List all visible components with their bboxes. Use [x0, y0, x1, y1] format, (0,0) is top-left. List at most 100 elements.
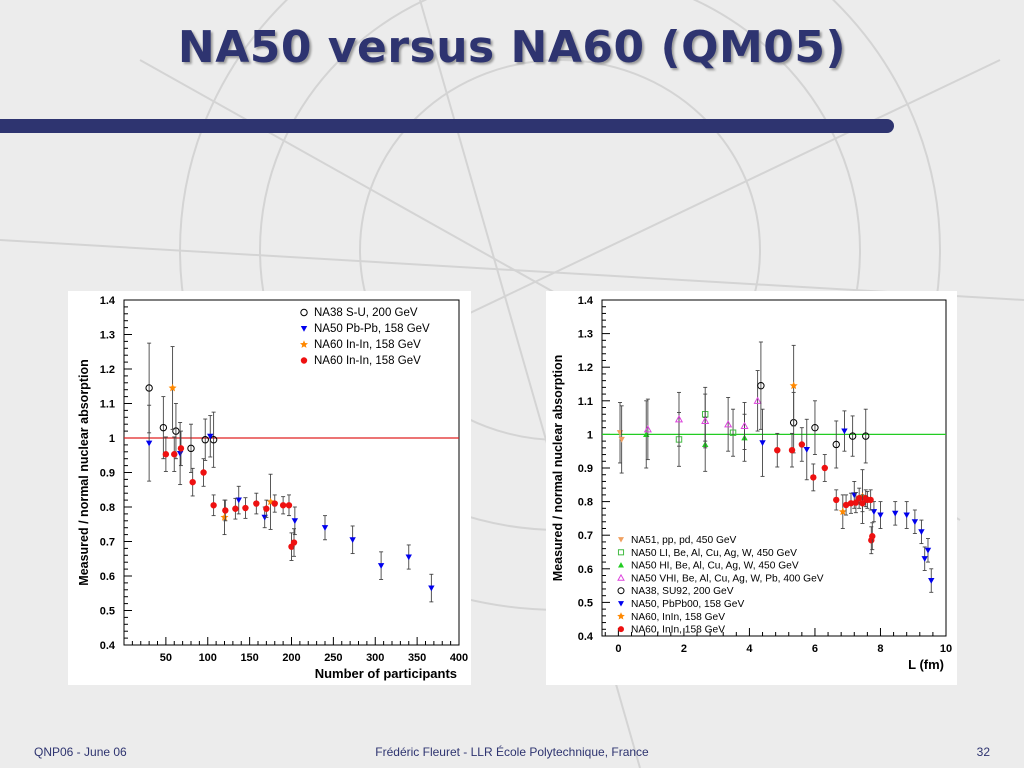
series-group — [643, 370, 762, 461]
y-tick-label: 1.3 — [100, 330, 115, 342]
data-point — [222, 507, 229, 514]
data-point — [145, 384, 153, 392]
data-point — [232, 505, 239, 512]
data-point — [210, 502, 217, 509]
data-point — [753, 396, 762, 404]
y-tick-label: 0.5 — [578, 597, 593, 609]
data-point — [674, 415, 684, 423]
x-tick-label: 0 — [615, 643, 621, 655]
data-point — [921, 556, 928, 562]
data-point — [924, 547, 932, 554]
x-tick-label: 6 — [812, 643, 818, 655]
x-tick-label: 100 — [199, 652, 217, 664]
data-point — [729, 429, 737, 436]
data-point — [162, 451, 170, 458]
data-point — [253, 500, 260, 507]
data-point — [171, 451, 178, 458]
legend-label: NA38 S-U, 200 GeV — [314, 307, 418, 319]
legend-marker — [617, 549, 625, 556]
legend-label: NA60 In-In, 158 GeV — [314, 339, 421, 351]
data-point — [618, 436, 625, 443]
x-tick-label: 200 — [282, 652, 300, 664]
data-point — [220, 513, 229, 521]
x-tick-label: 2 — [681, 643, 687, 655]
y-tick-label: 1.1 — [100, 399, 115, 411]
data-point — [428, 585, 435, 592]
legend-label: NA60, InIn, 158 GeV — [631, 612, 725, 623]
data-point — [798, 441, 806, 448]
y-tick-label: 0.4 — [100, 640, 116, 652]
y-tick-label: 1.2 — [578, 362, 593, 374]
data-point — [870, 509, 878, 515]
legend-marker — [618, 626, 624, 633]
x-axis-title: L (fm) — [908, 657, 944, 672]
legend-label: NA50 LI, Be, Al, Cu, Ag, W, 450 GeV — [631, 548, 797, 559]
y-tick-label: 0.8 — [100, 502, 115, 514]
y-tick-label: 1 — [587, 429, 593, 441]
y-axis-title: Measured / normal nuclear absorption — [551, 355, 565, 581]
data-point — [838, 507, 847, 516]
legend-marker — [618, 562, 624, 568]
data-point — [177, 445, 185, 452]
data-point — [757, 381, 765, 390]
data-point — [803, 446, 810, 453]
x-tick-label: 50 — [160, 652, 172, 664]
footer-author: Frédéric Fleuret - LLR École Polytechniq… — [375, 745, 649, 759]
data-point — [869, 533, 876, 540]
series-group — [759, 408, 935, 593]
data-point — [848, 432, 857, 440]
legend-marker — [617, 587, 625, 595]
slide-title: NA50 versus NA60 (QM05) — [177, 22, 847, 73]
legend-marker — [618, 601, 624, 607]
legend-marker — [617, 573, 625, 581]
data-point — [291, 518, 299, 524]
data-point — [774, 446, 781, 454]
plot-frame — [123, 299, 460, 646]
series-group — [168, 346, 275, 536]
legend-marker — [300, 325, 308, 332]
legend-marker — [300, 340, 308, 348]
x-axis-title: Number of participants — [315, 666, 457, 681]
x-tick-label: 300 — [366, 652, 384, 664]
data-point — [867, 496, 874, 504]
data-point — [877, 512, 884, 519]
data-point — [168, 383, 177, 392]
data-point — [701, 416, 710, 425]
series-group — [757, 341, 870, 469]
data-point — [855, 495, 863, 502]
data-point — [789, 381, 798, 390]
y-tick-label: 0.6 — [578, 564, 593, 576]
data-point — [821, 464, 828, 472]
x-tick-label: 400 — [450, 652, 468, 664]
footer-page-number: 32 — [976, 745, 990, 759]
legend-label: NA50 Pb-Pb, 158 GeV — [314, 323, 430, 335]
series-group — [774, 427, 876, 555]
data-point — [266, 497, 275, 506]
data-point — [847, 500, 855, 507]
data-point — [349, 537, 356, 543]
data-point — [201, 436, 209, 444]
x-tick-label: 4 — [746, 643, 753, 655]
data-point — [788, 446, 796, 454]
data-point — [200, 469, 207, 476]
x-tick-label: 350 — [408, 652, 426, 664]
data-point — [285, 502, 293, 509]
data-point — [189, 478, 196, 486]
x-tick-label: 150 — [240, 652, 258, 664]
y-tick-label: 1.1 — [578, 396, 593, 408]
y-tick-label: 0.9 — [100, 468, 115, 480]
y-tick-label: 0.4 — [578, 631, 594, 643]
series-group — [643, 400, 748, 472]
data-point — [833, 496, 840, 504]
x-tick-label: 10 — [940, 643, 952, 655]
data-point — [616, 430, 624, 436]
data-point — [811, 423, 819, 432]
data-point — [242, 504, 249, 512]
chart-participants: 0.4 0.5 0.6 0.7 0.8 0.9 1 1.1 1.2 1.3 1.4 50 100 150 2… — [77, 295, 468, 681]
legend-marker — [300, 308, 308, 317]
footer-conference: QNP06 - June 06 — [34, 745, 127, 759]
data-point — [852, 499, 860, 506]
y-axis-title: Measured / normal nuclear absorption — [77, 359, 91, 585]
y-tick-label: 0.7 — [100, 537, 115, 549]
legend-marker — [617, 612, 625, 620]
